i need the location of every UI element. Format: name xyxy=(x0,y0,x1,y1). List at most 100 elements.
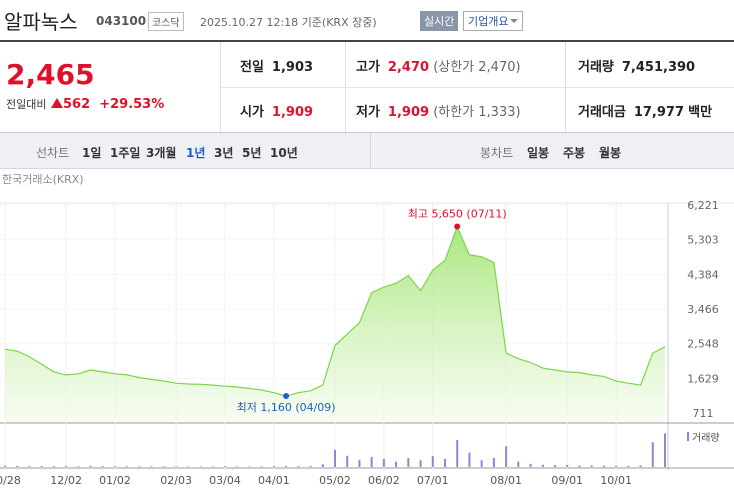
x-tick-label: 02/03 xyxy=(160,474,192,487)
volume-bar xyxy=(52,466,55,467)
volume-bar xyxy=(321,464,324,467)
stat: 거래량 7,451,390 xyxy=(578,56,695,75)
volume-bar xyxy=(126,466,129,467)
volume-bar xyxy=(211,466,214,467)
stat-value: 2,470 xyxy=(387,60,430,75)
stat-label: 저가 xyxy=(356,105,380,120)
stat: 고가 2,470 (상한가 2,470) xyxy=(356,56,521,75)
volume-bar xyxy=(4,465,6,467)
volume-bar xyxy=(187,466,190,467)
volume-bar xyxy=(541,464,544,467)
volume-bar xyxy=(419,460,422,467)
annotation-dot xyxy=(454,223,461,230)
change: 전일대비 562 +29.53% xyxy=(6,96,164,112)
volume-bar xyxy=(248,466,251,467)
x-tick-label: 09/01 xyxy=(551,474,583,487)
change-label: 전일대비 xyxy=(6,98,47,111)
x-tick-label: 12/02 xyxy=(50,474,82,487)
volume-bar xyxy=(309,466,312,467)
volume-bar xyxy=(162,466,165,467)
y-tick-label: 6,221 xyxy=(687,199,719,212)
volume-bar xyxy=(346,455,349,467)
stat-value: 1,909 xyxy=(387,105,430,120)
candle-tab[interactable]: 일봉 xyxy=(527,146,550,160)
volume-bar xyxy=(651,442,654,467)
volume-bar xyxy=(590,465,593,467)
y-tick-label: 5,303 xyxy=(687,234,719,247)
quote-box xyxy=(0,42,734,133)
company-dropdown[interactable]: 기업개요 xyxy=(463,11,524,31)
y-tick-label: 711 xyxy=(693,407,714,420)
stat-label: 고가 xyxy=(356,60,380,75)
stat-unit: 백만 xyxy=(688,105,713,120)
stat-value: 7,451,390 xyxy=(621,60,696,75)
realtime-button[interactable]: 실시간 xyxy=(420,11,459,31)
stat: 거래대금 17,977 백만 xyxy=(578,101,712,120)
volume-bar xyxy=(77,466,80,467)
x-tick-label: 10/01 xyxy=(600,474,632,487)
volume-bar xyxy=(615,465,618,467)
volume-bar xyxy=(468,452,471,467)
volume-bar xyxy=(297,466,300,467)
market-badge: 코스닥 xyxy=(148,12,184,31)
volume-bar xyxy=(480,460,483,467)
candle-chart-label: 봉차트 xyxy=(480,146,514,160)
volume-bar xyxy=(28,466,31,467)
volume-bar xyxy=(566,464,569,467)
legend-swatch xyxy=(687,432,689,441)
divider xyxy=(0,40,734,42)
period-tab[interactable]: 1주일 xyxy=(110,146,141,160)
volume-bar xyxy=(431,456,434,467)
volume-bar xyxy=(89,465,92,467)
period-tab[interactable]: 5년 xyxy=(242,146,262,160)
volume-bar xyxy=(492,458,495,467)
stat-value: 1,909 xyxy=(271,105,314,120)
current-price: 2,465 xyxy=(6,58,95,91)
candle-tab[interactable]: 월봉 xyxy=(599,146,622,160)
stat-note: (상한가 2,470) xyxy=(433,60,521,75)
x-tick-label: 08/01 xyxy=(490,474,522,487)
y-tick-label: 2,548 xyxy=(687,338,719,351)
x-tick-label: 04/01 xyxy=(258,474,290,487)
volume-bar xyxy=(150,466,153,467)
stat-label: 거래량 xyxy=(578,60,614,75)
period-tab[interactable]: 3개월 xyxy=(146,146,177,160)
volume-bar xyxy=(285,465,288,467)
stat-label: 거래대금 xyxy=(578,105,626,120)
line-chart-label: 선차트 xyxy=(36,146,70,160)
stat: 저가 1,909 (하한가 1,333) xyxy=(356,101,521,120)
period-tab[interactable]: 1일 xyxy=(82,146,102,160)
x-tick-label: 06/02 xyxy=(368,474,400,487)
price-panel xyxy=(0,42,221,132)
volume-bar xyxy=(639,465,642,467)
volume-bar xyxy=(260,466,263,467)
stock-name: 알파녹스 xyxy=(4,10,78,34)
price-line xyxy=(4,224,666,397)
stat-value: 17,977 xyxy=(633,105,685,120)
candle-tab[interactable]: 주봉 xyxy=(563,146,586,160)
volume-bar xyxy=(65,466,68,467)
volume-bar xyxy=(505,446,508,467)
period-tab[interactable]: 1년 xyxy=(186,146,206,160)
volume-bar xyxy=(272,466,275,467)
legend-label: 거래량 xyxy=(692,432,720,444)
volume-bar xyxy=(138,466,141,467)
volume-bar xyxy=(224,466,226,467)
period-tab[interactable]: 10년 xyxy=(270,146,298,160)
volume-bar xyxy=(456,440,459,467)
volume-bar xyxy=(578,465,581,467)
annotation-label: 최저 1,160 (04/09) xyxy=(237,401,336,414)
volume-bar xyxy=(664,433,666,467)
annotation-label: 최고 5,650 (07/11) xyxy=(408,208,507,221)
volume-bar xyxy=(16,465,19,467)
stat: 전일 1,903 xyxy=(240,56,313,75)
x-tick-label: 01/02 xyxy=(99,474,131,487)
timestamp: 2025.10.27 12:18 기준(KRX 장중) xyxy=(200,16,377,29)
divider xyxy=(370,133,371,168)
change-rate: +29.53% xyxy=(99,97,165,112)
volume-bar xyxy=(40,466,43,467)
y-tick-label: 1,629 xyxy=(687,372,719,385)
period-tab[interactable]: 3년 xyxy=(214,146,234,160)
stat-value: 1,903 xyxy=(271,60,314,75)
